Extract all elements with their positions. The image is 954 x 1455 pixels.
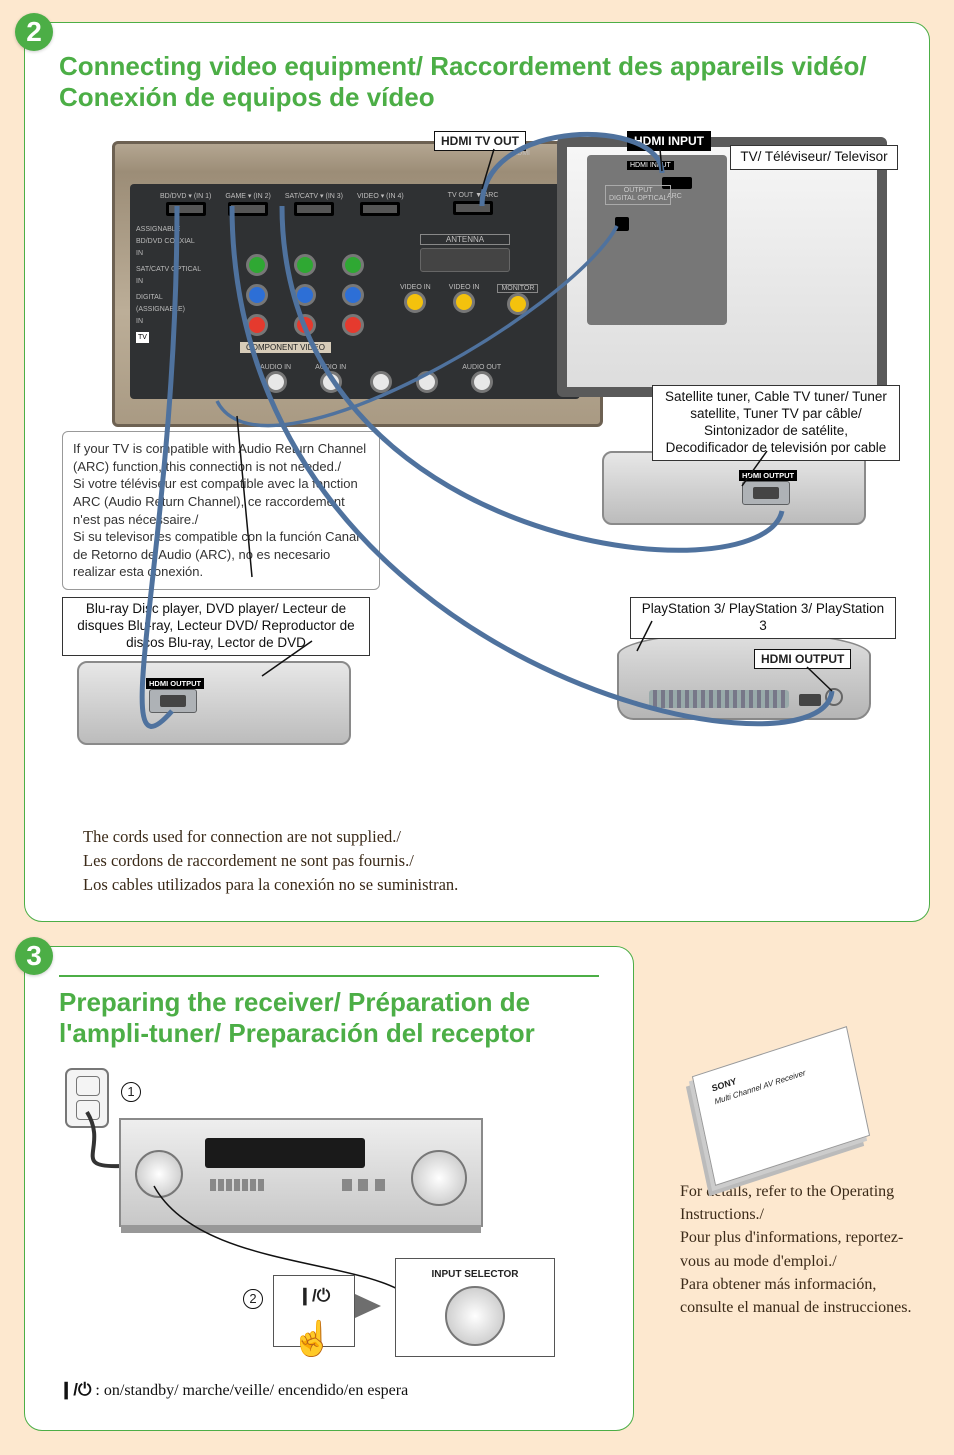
arrow-right-icon <box>355 1294 381 1318</box>
rca <box>370 371 392 393</box>
rca <box>416 371 438 393</box>
label: TV <box>136 332 149 344</box>
arc-note: If your TV is compatible with Audio Retu… <box>62 431 380 589</box>
hdmi-output-label-ps3: HDMI OUTPUT <box>754 649 851 669</box>
step3-panel: 3 Preparing the receiver/ Préparation de… <box>24 946 634 1430</box>
rca-y <box>342 254 364 276</box>
label: AUDIO IN <box>260 364 291 371</box>
rca-video <box>404 291 426 313</box>
step3-diagram: 1 2 ❙/⏻ ☝ <box>59 1068 569 1368</box>
label: HDMI INPUT <box>627 161 674 170</box>
details-text: For details, refer to the Operating Inst… <box>680 1180 930 1319</box>
hdmi-in2 <box>228 202 268 216</box>
label: IN <box>136 248 201 260</box>
hdmi-input-label: HDMI INPUT <box>627 131 711 151</box>
bluray-player-device: HDMI OUTPUT <box>77 661 351 745</box>
knob-icon <box>445 1286 505 1346</box>
hand-icon: ☝ <box>291 1322 333 1356</box>
hdmi-output-label: HDMI OUTPUT <box>739 470 797 481</box>
volume-knob <box>411 1150 467 1206</box>
ps3-device <box>617 631 871 720</box>
hdmi-in4 <box>360 202 400 216</box>
rca-video <box>453 291 475 313</box>
step3-right-column: SONY Multi Channel AV Receiver For detai… <box>680 1040 930 1319</box>
hdmi-tvout <box>453 201 493 215</box>
port-label: BD/DVD ▾ (IN 1) <box>160 192 211 200</box>
hdmi-tv-out-label: HDMI TV OUT <box>434 131 526 151</box>
callout-tv: TV/ Téléviseur/ Televisor <box>730 145 898 170</box>
label: DIGITAL OPTICAL <box>609 195 667 202</box>
label: AUDIO OUT <box>462 364 501 371</box>
step3-badge: 3 <box>15 937 53 975</box>
connection-diagram: HDMI BD/DVD ▾ (IN 1) GAME ▾ (IN 2) SAT/C… <box>62 131 892 811</box>
port-label: VIDEO ▾ (IN 4) <box>357 192 404 200</box>
label: (ASSIGNABLE) <box>136 304 201 316</box>
power-icon: ❙/⏻ <box>59 1380 91 1399</box>
legend-text: : on/standby/ marche/veille/ encendido/e… <box>91 1382 408 1399</box>
wall-outlet-icon <box>65 1068 109 1128</box>
label: SAT/CATV OPTICAL <box>136 264 201 276</box>
rca <box>471 371 493 393</box>
rca-pr <box>246 314 268 336</box>
label: DIGITAL <box>136 292 201 304</box>
step-marker-2: 2 <box>243 1289 263 1309</box>
label: MONITOR <box>497 284 538 293</box>
label: COMPONENT VIDEO <box>240 342 331 353</box>
rca <box>320 371 342 393</box>
hdmi-output-label: HDMI OUTPUT <box>146 678 204 689</box>
rca-y <box>246 254 268 276</box>
port-label: GAME ▾ (IN 2) <box>225 192 271 200</box>
label: OUTPUT <box>624 187 653 194</box>
receiver-dark-panel: BD/DVD ▾ (IN 1) GAME ▾ (IN 2) SAT/CATV ▾… <box>130 184 580 399</box>
label: VIDEO IN <box>449 284 480 291</box>
callout-ps3: PlayStation 3/ PlayStation 3/ PlayStatio… <box>630 597 896 639</box>
label: ASSIGNABLE <box>136 224 201 236</box>
port-label: TV OUT ▼ ARC <box>448 192 499 199</box>
step-marker-1: 1 <box>121 1082 141 1102</box>
manual-book-icon: SONY Multi Channel AV Receiver <box>692 1026 870 1186</box>
callout-sat: Satellite tuner, Cable TV tuner/ Tuner s… <box>652 385 900 461</box>
rca-monitor <box>507 293 529 315</box>
rca-pb <box>342 284 364 306</box>
input-selector-zoom: INPUT SELECTOR <box>395 1258 555 1357</box>
hdmi-in1 <box>166 202 206 216</box>
rca-pb <box>294 284 316 306</box>
step2-footnote: The cords used for connection are not su… <box>83 825 895 897</box>
rca-pr <box>294 314 316 336</box>
hdmi-in3 <box>294 202 334 216</box>
label: BD/DVD COAXIAL <box>136 236 201 248</box>
rca-y <box>294 254 316 276</box>
label: VIDEO IN <box>400 284 431 291</box>
input-selector-label: INPUT SELECTOR <box>410 1269 540 1280</box>
port-label: SAT/CATV ▾ (IN 3) <box>285 192 343 200</box>
hdmi-section-label: HDMI <box>512 150 530 157</box>
label: AUDIO IN <box>315 364 346 371</box>
rca-pb <box>246 284 268 306</box>
label: IN <box>136 276 201 288</box>
label: ANTENNA <box>420 234 510 245</box>
satellite-tuner-device: HDMI OUTPUT <box>602 451 866 525</box>
label: IN <box>136 316 201 328</box>
step3-heading: Preparing the receiver/ Préparation de l… <box>59 975 599 1049</box>
power-icon: ❙/⏻ <box>298 1286 330 1305</box>
input-selector-knob <box>135 1150 183 1198</box>
rca <box>265 371 287 393</box>
power-legend: ❙/⏻ : on/standby/ marche/veille/ encendi… <box>59 1380 599 1400</box>
receiver-back-panel: HDMI BD/DVD ▾ (IN 1) GAME ▾ (IN 2) SAT/C… <box>112 141 603 427</box>
step2-heading: Connecting video equipment/ Raccordement… <box>59 51 895 113</box>
rca-pr <box>342 314 364 336</box>
tv-device: HDMI INPUT ARC OUTPUT DIGITAL OPTICAL <box>557 137 887 397</box>
display <box>205 1138 365 1168</box>
callout-bd: Blu-ray Disc player, DVD player/ Lecteur… <box>62 597 370 656</box>
step2-badge: 2 <box>15 13 53 51</box>
receiver-front <box>119 1118 483 1227</box>
step2-panel: 2 Connecting video equipment/ Raccordeme… <box>24 22 930 922</box>
